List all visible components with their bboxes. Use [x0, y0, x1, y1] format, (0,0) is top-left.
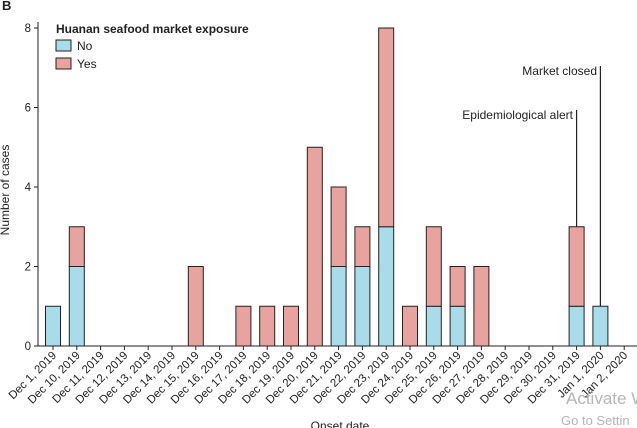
bar-segment-no [592, 305, 609, 347]
bar-segment-yes [259, 305, 276, 347]
legend-title: Huanan seafood market exposure [56, 22, 249, 36]
y-tick-label: 4 [25, 182, 32, 194]
legend-label-yes: Yes [77, 57, 97, 71]
y-axis-title: Number of cases [0, 145, 12, 236]
bar-segment-yes [568, 226, 585, 307]
bar-segment-yes [473, 266, 490, 347]
bar-segment-yes [449, 266, 466, 307]
y-tick-label: 0 [25, 341, 31, 353]
watermark-line-1: Activate W [566, 389, 637, 408]
bar-segment-no [354, 266, 371, 347]
bar-segment-yes [235, 305, 252, 347]
annotations: Epidemiological alert Market closed [462, 64, 602, 307]
bar-segment-no [68, 266, 85, 347]
bar-segment-yes [402, 305, 418, 347]
bar-segment-yes [283, 305, 299, 347]
y-axis: 0 2 4 6 8 [25, 22, 39, 353]
bar-segment-yes [187, 266, 204, 347]
panel-label: B [2, 0, 11, 13]
bars [45, 27, 609, 347]
legend-swatch-yes [55, 57, 72, 70]
y-tick-label: 2 [25, 262, 31, 274]
bar-segment-yes [306, 146, 323, 347]
annotation-label: Epidemiological alert [462, 108, 573, 122]
y-tick-label: 6 [25, 103, 31, 115]
bar-segment-yes [425, 226, 442, 307]
bar-segment-no [449, 305, 466, 347]
bar-segment-no [45, 305, 61, 347]
bar-segment-yes [378, 27, 395, 228]
bar-segment-no [568, 305, 585, 347]
legend-label-no: No [77, 39, 93, 53]
annotation-label: Market closed [522, 64, 597, 78]
bar-segment-yes [68, 226, 85, 267]
bar-segment-no [330, 266, 347, 347]
bar-segment-yes [354, 226, 371, 267]
bar-segment-yes [330, 186, 347, 267]
bar-segment-no [425, 305, 442, 347]
x-axis-title: Onset date [311, 419, 370, 428]
legend-swatch-no [55, 39, 72, 52]
legend: Huanan seafood market exposure No Yes [55, 22, 249, 71]
y-tick-label: 8 [25, 23, 31, 35]
bar-segment-no [378, 226, 395, 347]
watermark-line-2: Go to Settin [561, 413, 630, 428]
